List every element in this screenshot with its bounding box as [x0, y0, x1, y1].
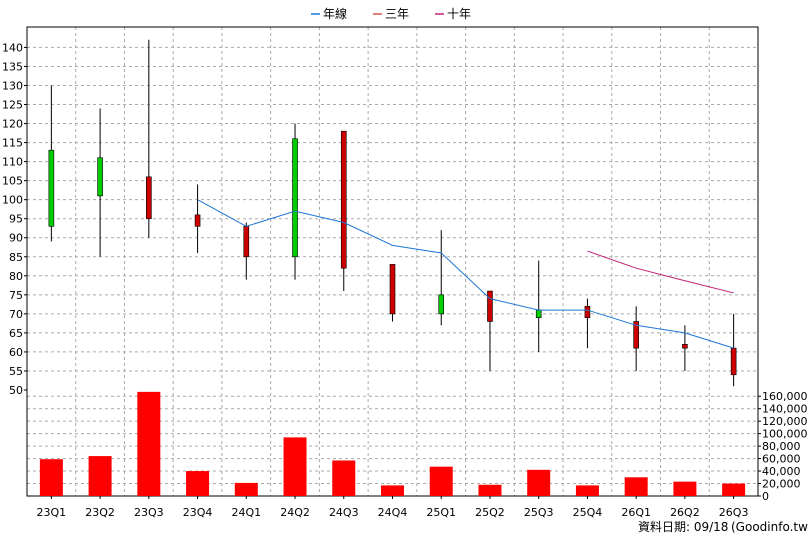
- series-line-3: [587, 250, 734, 294]
- x-tick-label: 26Q1: [621, 506, 651, 519]
- x-tick-label: 24Q1: [231, 506, 261, 519]
- candle-body-up: [438, 294, 445, 315]
- candle-body-up: [48, 149, 55, 227]
- candle-body-down: [487, 290, 493, 322]
- x-tick-label: 26Q2: [670, 506, 700, 519]
- volume-bar: [381, 485, 404, 496]
- price-tick-label: 140: [2, 41, 23, 54]
- price-tick-label: 135: [2, 60, 23, 73]
- volume-bar: [88, 456, 112, 496]
- candle-body-down: [682, 344, 688, 349]
- price-tick-label: 125: [2, 99, 23, 112]
- volume-bar: [429, 466, 453, 496]
- price-tick-label: 65: [9, 327, 23, 340]
- axes-layer: 50 55 60 65 70 75 80 85 90 95 100 105 110 115 120 125 13…: [2, 26, 808, 519]
- price-tick-label: 90: [9, 232, 23, 245]
- candle-body-down: [194, 214, 201, 227]
- legend: 年線 三年 十年: [311, 6, 471, 21]
- candle-body-down: [730, 347, 737, 376]
- price-tick-label: 110: [2, 156, 23, 169]
- x-tick-label: 23Q4: [183, 506, 213, 519]
- volume-bar: [234, 482, 258, 496]
- x-tick-label: 24Q4: [378, 506, 408, 519]
- candle-body-down: [389, 264, 396, 315]
- price-tick-label: 100: [2, 194, 23, 207]
- volume-tick-label: 100,000: [762, 428, 808, 441]
- volume-bar: [722, 483, 746, 496]
- price-tick-label: 130: [2, 79, 23, 92]
- volume-bar: [575, 485, 599, 496]
- volume-tick-label: 140,000: [762, 403, 808, 416]
- price-tick-label: 50: [9, 384, 23, 397]
- volume-bar: [673, 481, 697, 496]
- volume-bar: [527, 469, 551, 496]
- price-tick-label: 80: [9, 270, 23, 283]
- x-tick-label: 25Q1: [426, 506, 456, 519]
- volume-tick-label: 160,000: [762, 390, 808, 403]
- volume-bar: [478, 484, 502, 496]
- volume-tick-label: 120,000: [762, 415, 808, 428]
- price-tick-label: 120: [2, 118, 23, 131]
- volume-bar: [137, 391, 161, 496]
- x-tick-label: 23Q1: [37, 506, 67, 519]
- grid-layer: [27, 27, 758, 496]
- price-tick-label: 105: [2, 175, 23, 188]
- volume-bar: [332, 460, 356, 496]
- volume-tick-label: 40,000: [762, 465, 801, 478]
- volume-tick-label: 0: [762, 490, 769, 503]
- volume-bar: [39, 459, 63, 496]
- candle-layer: [48, 39, 737, 387]
- candle-body-down: [584, 305, 591, 318]
- price-tick-label: 70: [9, 308, 23, 321]
- series-line-1: [197, 199, 734, 349]
- price-tick-label: 85: [9, 251, 23, 264]
- plot-frame: [26, 26, 759, 497]
- volume-bar: [624, 477, 648, 496]
- candle-body-down: [340, 130, 347, 269]
- legend-label: 年線: [323, 6, 347, 21]
- volume-layer: [39, 391, 746, 496]
- legend-label: 三年: [385, 7, 409, 21]
- candle-body-down: [146, 176, 152, 220]
- candle-body-up: [292, 138, 298, 258]
- x-tick-label: 24Q3: [329, 506, 359, 519]
- footer-source-label: (Goodinfo.tw): [731, 520, 808, 534]
- footer-date-label: 資料日期: 09/18: [638, 520, 728, 534]
- price-tick-label: 115: [2, 137, 23, 150]
- line-layer: [197, 199, 734, 349]
- volume-bar: [186, 471, 210, 496]
- candle-body-up: [97, 157, 103, 197]
- legend-label: 十年: [447, 7, 471, 21]
- candle-body-down: [243, 226, 250, 258]
- volume-tick-label: 60,000: [762, 453, 801, 466]
- price-tick-label: 75: [9, 289, 23, 302]
- volume-tick-label: 80,000: [762, 440, 801, 453]
- volume-tick-label: 20,000: [762, 478, 801, 491]
- price-tick-label: 55: [9, 365, 23, 378]
- x-tick-label: 26Q3: [719, 506, 749, 519]
- price-tick-label: 95: [9, 213, 23, 226]
- x-tick-label: 23Q3: [134, 506, 164, 519]
- volume-bar: [283, 437, 307, 496]
- price-tick-label: 60: [9, 346, 23, 359]
- x-tick-label: 23Q2: [85, 506, 115, 519]
- x-tick-label: 25Q3: [524, 506, 554, 519]
- x-tick-label: 25Q2: [475, 506, 505, 519]
- candle-body-up: [535, 309, 542, 318]
- candle-body-down: [633, 321, 639, 349]
- x-tick-label: 24Q2: [280, 506, 310, 519]
- x-tick-label: 25Q4: [573, 506, 603, 519]
